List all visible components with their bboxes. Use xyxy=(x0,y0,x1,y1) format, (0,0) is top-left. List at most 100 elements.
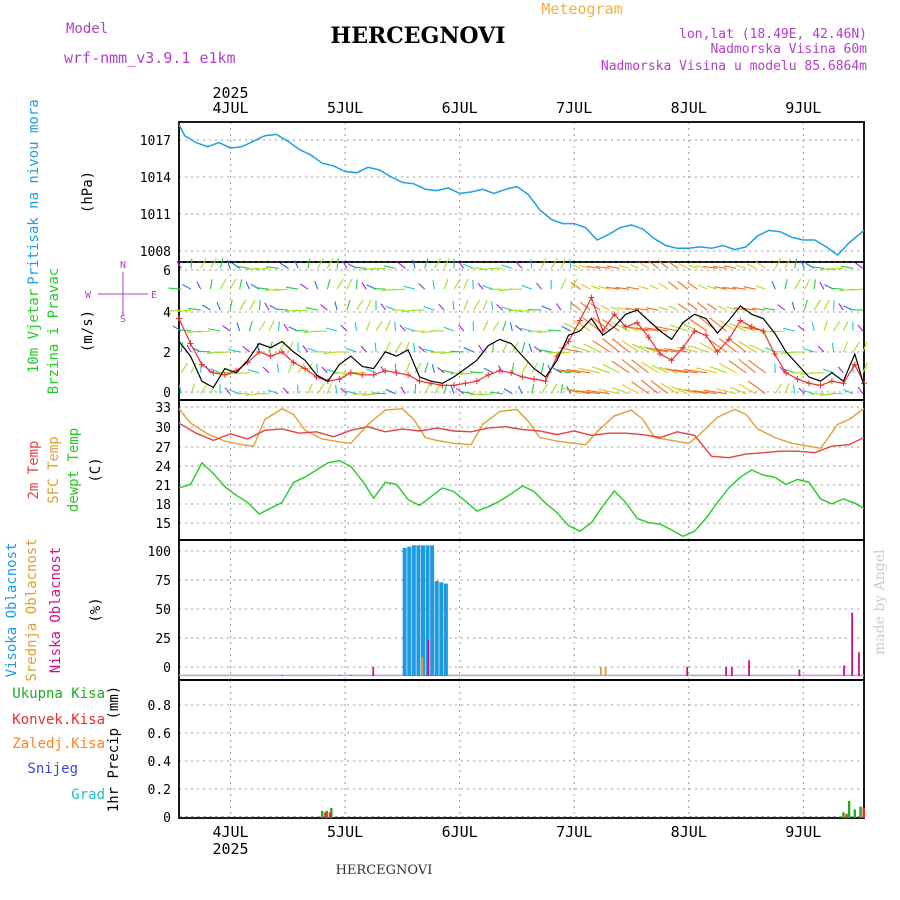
wind-vector xyxy=(228,348,240,353)
wind-vector xyxy=(455,387,464,395)
wind-vector xyxy=(709,339,727,353)
wind-vector xyxy=(362,267,377,271)
wind-vector xyxy=(395,341,403,353)
wind-gust-marker xyxy=(336,376,343,383)
wind-vector xyxy=(644,327,669,332)
wind-vector xyxy=(706,303,718,311)
wind-vector xyxy=(262,366,270,374)
wind-vector xyxy=(399,324,406,332)
wind-vector xyxy=(360,345,367,353)
wind-vector xyxy=(385,388,396,395)
wind-vector xyxy=(712,265,727,269)
wind-vector xyxy=(621,384,640,395)
wind-vector xyxy=(300,283,309,290)
cloud-bar xyxy=(434,580,439,677)
sfc-temp-line xyxy=(178,407,865,450)
footer-station: HERCEGNOVI xyxy=(336,863,433,878)
wind-vector xyxy=(437,366,445,374)
wind-vector xyxy=(222,325,231,332)
wind-vector xyxy=(550,257,559,269)
wind-vector xyxy=(833,320,841,332)
wind-vector xyxy=(404,327,416,332)
y-tick-label: 100 xyxy=(148,545,171,560)
wind-vector xyxy=(356,279,358,290)
wind-vector xyxy=(658,282,669,290)
y-tick-label: 50 xyxy=(155,603,171,618)
wind-vector xyxy=(346,299,351,311)
wind-vector xyxy=(570,281,581,290)
wind-vector xyxy=(688,264,698,269)
wind-vector xyxy=(709,317,727,332)
cloud-bar xyxy=(843,665,845,677)
wind-vector xyxy=(307,383,313,394)
wind-vector xyxy=(561,387,581,395)
wind-vector xyxy=(472,299,481,311)
lonlat-text: lon,lat (18.49E, 42.46N) xyxy=(679,27,867,42)
compass-e-label: E xyxy=(151,290,157,301)
cloud-bar xyxy=(686,666,689,677)
dewpt-line xyxy=(178,459,865,538)
wind-vector xyxy=(530,259,533,269)
wind-vector xyxy=(657,259,669,269)
wind-vector xyxy=(501,264,513,269)
wind-vector xyxy=(182,283,192,290)
wind-vector xyxy=(823,320,828,332)
wind-gust-marker xyxy=(359,371,366,378)
wind-vector xyxy=(380,303,387,311)
wind-gust-marker xyxy=(668,357,675,364)
wind-vector xyxy=(736,264,747,269)
wind-vector xyxy=(264,302,270,311)
wind-vector xyxy=(800,260,805,269)
precip-bar xyxy=(845,813,848,818)
wind-vector xyxy=(502,341,509,353)
wind-gust-marker xyxy=(508,369,515,376)
cloud-bar xyxy=(730,666,733,677)
wind-vector xyxy=(216,302,221,311)
wind-vector xyxy=(811,322,815,332)
wind-vector xyxy=(326,257,334,269)
cloud-bar xyxy=(411,545,416,677)
wind-vector xyxy=(572,319,591,332)
precip-legend-item: Konvek.Kisa xyxy=(12,712,105,728)
wind-vector xyxy=(648,260,659,269)
wind-vector xyxy=(591,366,610,374)
wind-vector xyxy=(383,265,396,269)
wind-vector xyxy=(518,385,523,394)
wind-vector xyxy=(294,329,308,332)
wind-vector xyxy=(345,347,357,353)
wind-vector xyxy=(783,327,795,332)
wind-speed-line xyxy=(178,305,865,389)
wind-gust-marker xyxy=(657,351,664,357)
wind-vector xyxy=(714,286,727,290)
wind-vector xyxy=(709,365,727,374)
wind-vector xyxy=(627,326,649,332)
wind-gust-marker xyxy=(221,371,228,378)
wind-vector xyxy=(527,330,542,333)
wind-vector xyxy=(482,285,494,290)
cloud-bar xyxy=(832,674,835,677)
wind-vector xyxy=(571,345,591,353)
wind-vector xyxy=(656,326,678,332)
wind-vector xyxy=(423,348,435,353)
wind-vector xyxy=(560,257,566,269)
wind-vector xyxy=(784,368,795,374)
y-axis-label: SFC Temp xyxy=(46,436,62,503)
wind-vector xyxy=(843,389,854,395)
wind-gust-marker xyxy=(725,336,732,343)
wind-vector xyxy=(336,278,344,290)
y-axis-label: Brzina i Pravac xyxy=(46,268,62,394)
y-axis-label: 2m Temp xyxy=(26,440,42,499)
wind-vector xyxy=(651,364,669,374)
cloud-bar xyxy=(328,674,331,677)
plot-layer xyxy=(167,124,868,818)
wind-vector xyxy=(696,367,717,374)
wind-gust-marker xyxy=(290,359,297,366)
wind-gust-marker xyxy=(680,344,687,351)
date-label-bottom: 4JUL xyxy=(212,823,248,841)
wind-vector xyxy=(346,278,353,290)
wind-vector xyxy=(763,307,776,311)
wind-vector xyxy=(568,389,591,395)
wind-vector xyxy=(784,257,792,269)
wind-vector xyxy=(180,342,183,352)
wind-vector xyxy=(689,318,708,332)
